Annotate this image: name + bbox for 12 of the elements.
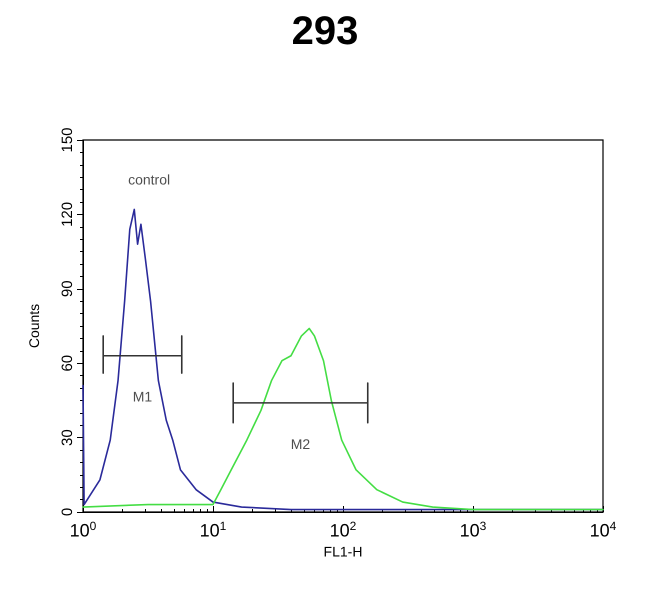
- y-axis-title: Counts: [26, 304, 42, 348]
- x-axis-title: FL1-H: [324, 543, 362, 560]
- y-tick-label: 0: [59, 508, 76, 516]
- annotation: M2: [290, 436, 310, 452]
- y-tick-label: 120: [59, 202, 76, 227]
- chart-title: 293: [292, 9, 358, 53]
- y-tick-label: 150: [59, 127, 76, 153]
- y-tick-label: 30: [59, 429, 76, 446]
- annotation: M1: [132, 388, 152, 405]
- y-tick-label: 90: [59, 280, 76, 298]
- y-tick-label: 60: [59, 354, 76, 372]
- annotation: control: [128, 172, 170, 188]
